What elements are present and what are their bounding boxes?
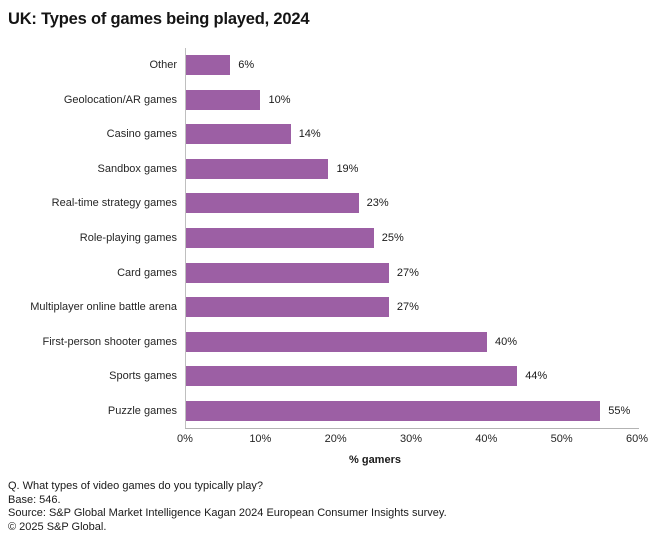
bar-cell: 23%	[185, 186, 638, 221]
value-label: 44%	[525, 370, 548, 383]
bar-row: Multiplayer online battle arena 27%	[0, 290, 638, 325]
category-label: Real-time strategy games	[51, 197, 177, 210]
value-label: 40%	[494, 335, 518, 348]
bar-row: Real-time strategy games 23%	[0, 186, 638, 221]
bar	[185, 193, 359, 214]
category-label: Casino games	[106, 128, 177, 141]
bar-cell: 40%	[185, 324, 638, 359]
bar	[185, 124, 291, 145]
chart-footnotes: Q. What types of video games do you typi…	[8, 480, 652, 534]
footnote-base: Base: 546.	[8, 493, 61, 506]
bar	[185, 262, 389, 283]
bar	[185, 55, 231, 76]
value-label: 25%	[381, 232, 404, 244]
category-label: Sports games	[109, 370, 177, 383]
bar-row: Sports games 44%	[0, 359, 638, 394]
bar-row: Sandbox games 19%	[0, 152, 638, 187]
bar-cell: 27%	[185, 290, 638, 325]
bar-row: Geolocation/AR games 10%	[0, 83, 638, 118]
bar-cell: 6%	[185, 48, 638, 83]
category-label: Multiplayer online battle arena	[30, 301, 177, 314]
bar	[185, 228, 374, 248]
chart-title: UK: Types of games being played, 2024	[8, 10, 310, 28]
x-tick-label: 50%	[550, 433, 573, 445]
x-tick-label: 40%	[475, 433, 498, 445]
x-tick-label: 0%	[177, 433, 193, 445]
bar	[185, 400, 601, 421]
x-tick-label: 30%	[399, 433, 423, 445]
category-label: Geolocation/AR games	[63, 93, 177, 106]
value-label: 10%	[268, 93, 291, 106]
footnote-source: Source: S&P Global Market Intelligence K…	[8, 507, 447, 519]
bar-rows: Other 6% Geolocation/AR games 10% Casino gam…	[0, 48, 638, 428]
category-label: Role-playing games	[79, 232, 177, 244]
category-label: Card games	[117, 266, 177, 279]
footnote-copyright: © 2025 S&P Global.	[8, 520, 107, 533]
bar-cell: 25%	[185, 221, 638, 256]
footnote-question: Q. What types of video games do you typi…	[8, 480, 263, 492]
value-label: 6%	[238, 59, 255, 72]
bar-cell: 10%	[185, 83, 638, 118]
x-axis-line	[185, 428, 639, 429]
bar-row: Card games 27%	[0, 255, 638, 290]
value-label: 14%	[298, 128, 321, 141]
bar	[185, 331, 487, 352]
value-label: 27%	[396, 301, 419, 314]
x-tick-label: 60%	[625, 433, 649, 445]
x-tick-label: 10%	[249, 433, 272, 445]
bar	[185, 297, 389, 318]
y-axis-line	[185, 48, 186, 428]
value-label: 19%	[336, 162, 359, 175]
category-label: First-person shooter games	[42, 335, 178, 348]
bar	[185, 89, 261, 110]
category-label: Puzzle games	[107, 404, 177, 417]
bar-cell: 55%	[185, 393, 638, 428]
value-label: 27%	[396, 266, 419, 279]
bar-row: First-person shooter games 40%	[0, 324, 638, 359]
bar-cell: 14%	[185, 117, 638, 152]
bar-row: Role-playing games 25%	[0, 221, 638, 256]
x-axis-title: % gamers	[349, 454, 401, 466]
bar-cell: 27%	[185, 255, 638, 290]
bar-row: Puzzle games 55%	[0, 393, 638, 428]
value-label: 55%	[608, 404, 631, 417]
category-label: Other	[149, 59, 177, 72]
x-axis-ticks: 0% 10% 20% 30% 40% 50% 60%	[177, 433, 648, 447]
x-tick-label: 20%	[324, 433, 347, 445]
value-label: 23%	[366, 197, 389, 210]
category-label: Sandbox games	[97, 162, 178, 175]
bar-row: Casino games 14%	[0, 117, 638, 152]
bar	[185, 366, 518, 387]
bar-row: Other 6%	[0, 48, 638, 83]
bar-cell: 19%	[185, 152, 638, 187]
bar	[185, 158, 329, 179]
bar-cell: 44%	[185, 359, 638, 394]
